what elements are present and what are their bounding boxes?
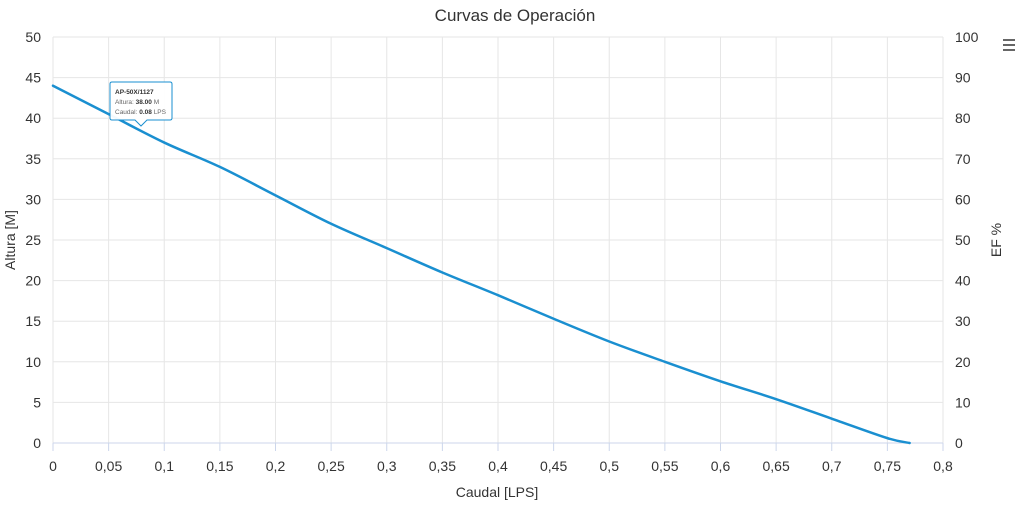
x-tick-label: 0,8 xyxy=(933,458,953,474)
y-tick-label: 25 xyxy=(25,232,41,248)
hamburger-menu-icon[interactable] xyxy=(998,34,1020,56)
y2-tick-label: 10 xyxy=(955,394,971,410)
y2-tick-label: 50 xyxy=(955,232,971,248)
y-tick-label: 10 xyxy=(25,354,41,370)
x-tick-label: 0,1 xyxy=(155,458,175,474)
x-tick-label: 0,15 xyxy=(206,458,233,474)
x-tick-label: 0,6 xyxy=(711,458,731,474)
y-tick-label: 20 xyxy=(25,273,41,289)
grid-lines xyxy=(52,36,944,443)
y2-tick-label: 0 xyxy=(955,435,963,451)
y2-tick-label: 30 xyxy=(955,313,971,329)
tooltip-altura-row: Altura: 38.00 M xyxy=(115,99,159,106)
y-axis-title: Altura [M] xyxy=(2,210,18,270)
x-tick-label: 0,2 xyxy=(266,458,286,474)
x-axis-title: Caudal [LPS] xyxy=(456,484,539,500)
tooltip-box xyxy=(109,81,173,127)
x-tick-label: 0,35 xyxy=(429,458,456,474)
data-tooltip: AP-50X/1127 Altura: 38.00 M Caudal: 0.08… xyxy=(109,81,173,127)
x-tick-label: 0,55 xyxy=(651,458,678,474)
tooltip-caudal-unit: LPS xyxy=(154,109,167,116)
x-tick-label: 0,4 xyxy=(488,458,508,474)
y-tick-label: 5 xyxy=(33,394,41,410)
tooltip-caudal-row: Caudal: 0.08 LPS xyxy=(115,109,167,116)
tooltip-altura-label: Altura: xyxy=(115,99,134,106)
tooltip-altura-value: 38.00 xyxy=(136,99,153,106)
y2-tick-label: 80 xyxy=(955,110,971,126)
y2-tick-label: 20 xyxy=(955,354,971,370)
x-tick-label: 0,75 xyxy=(874,458,901,474)
y-tick-label: 30 xyxy=(25,191,41,207)
tooltip-altura-unit: M xyxy=(154,99,159,106)
y2-tick-label: 40 xyxy=(955,273,971,289)
chart-title: Curvas de Operación xyxy=(435,6,596,25)
x-tick-label: 0,45 xyxy=(540,458,567,474)
x-tick-label: 0,7 xyxy=(822,458,842,474)
y-tick-label: 35 xyxy=(25,151,41,167)
tooltip-caudal-label: Caudal: xyxy=(115,109,138,116)
x-axis-ticks: 0 0,05 0,1 0,15 0,2 0,25 0,3 0,35 0,4 0,45 0,5 0,55… xyxy=(49,443,953,474)
y2-tick-label: 60 xyxy=(955,191,971,207)
y-tick-label: 0 xyxy=(33,435,41,451)
y-axis-left-ticks: 0 5 10 15 20 25 30 35 40 45 50 xyxy=(25,29,41,451)
y2-tick-label: 70 xyxy=(955,151,971,167)
series-line-ap-50x-1127[interactable] xyxy=(51,84,911,445)
y-tick-label: 45 xyxy=(25,70,41,86)
y2-tick-label: 100 xyxy=(955,29,979,45)
y2-tick-label: 90 xyxy=(955,70,971,86)
y-tick-label: 40 xyxy=(25,110,41,126)
y2-axis-title: EF % xyxy=(988,223,1004,257)
y-axis-right-ticks: 0 10 20 30 40 50 60 70 80 90 100 xyxy=(955,29,979,451)
x-tick-label: 0 xyxy=(49,458,57,474)
tooltip-caudal-value: 0.08 xyxy=(139,109,152,116)
x-tick-label: 0,05 xyxy=(95,458,122,474)
x-tick-label: 0,65 xyxy=(763,458,790,474)
series-layer[interactable] xyxy=(51,84,911,445)
x-tick-label: 0,25 xyxy=(318,458,345,474)
tooltip-series-name: AP-50X/1127 xyxy=(115,89,154,96)
x-tick-label: 0,5 xyxy=(600,458,620,474)
x-tick-label: 0,3 xyxy=(377,458,397,474)
y-tick-label: 50 xyxy=(25,29,41,45)
y-tick-label: 15 xyxy=(25,313,41,329)
